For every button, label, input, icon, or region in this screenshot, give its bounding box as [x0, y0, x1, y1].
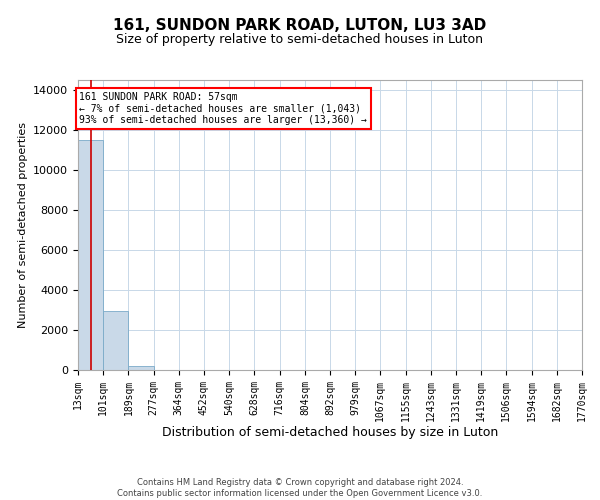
Bar	[103, 311, 128, 370]
Bar	[128, 366, 154, 370]
Text: 161, SUNDON PARK ROAD, LUTON, LU3 3AD: 161, SUNDON PARK ROAD, LUTON, LU3 3AD	[113, 18, 487, 32]
Text: 161 SUNDON PARK ROAD: 57sqm
← 7% of semi-detached houses are smaller (1,043)
93%: 161 SUNDON PARK ROAD: 57sqm ← 7% of semi…	[79, 92, 367, 125]
Bar	[78, 140, 103, 370]
Text: Contains HM Land Registry data © Crown copyright and database right 2024.
Contai: Contains HM Land Registry data © Crown c…	[118, 478, 482, 498]
Text: Size of property relative to semi-detached houses in Luton: Size of property relative to semi-detach…	[116, 32, 484, 46]
Y-axis label: Number of semi-detached properties: Number of semi-detached properties	[17, 122, 28, 328]
X-axis label: Distribution of semi-detached houses by size in Luton: Distribution of semi-detached houses by …	[162, 426, 498, 440]
